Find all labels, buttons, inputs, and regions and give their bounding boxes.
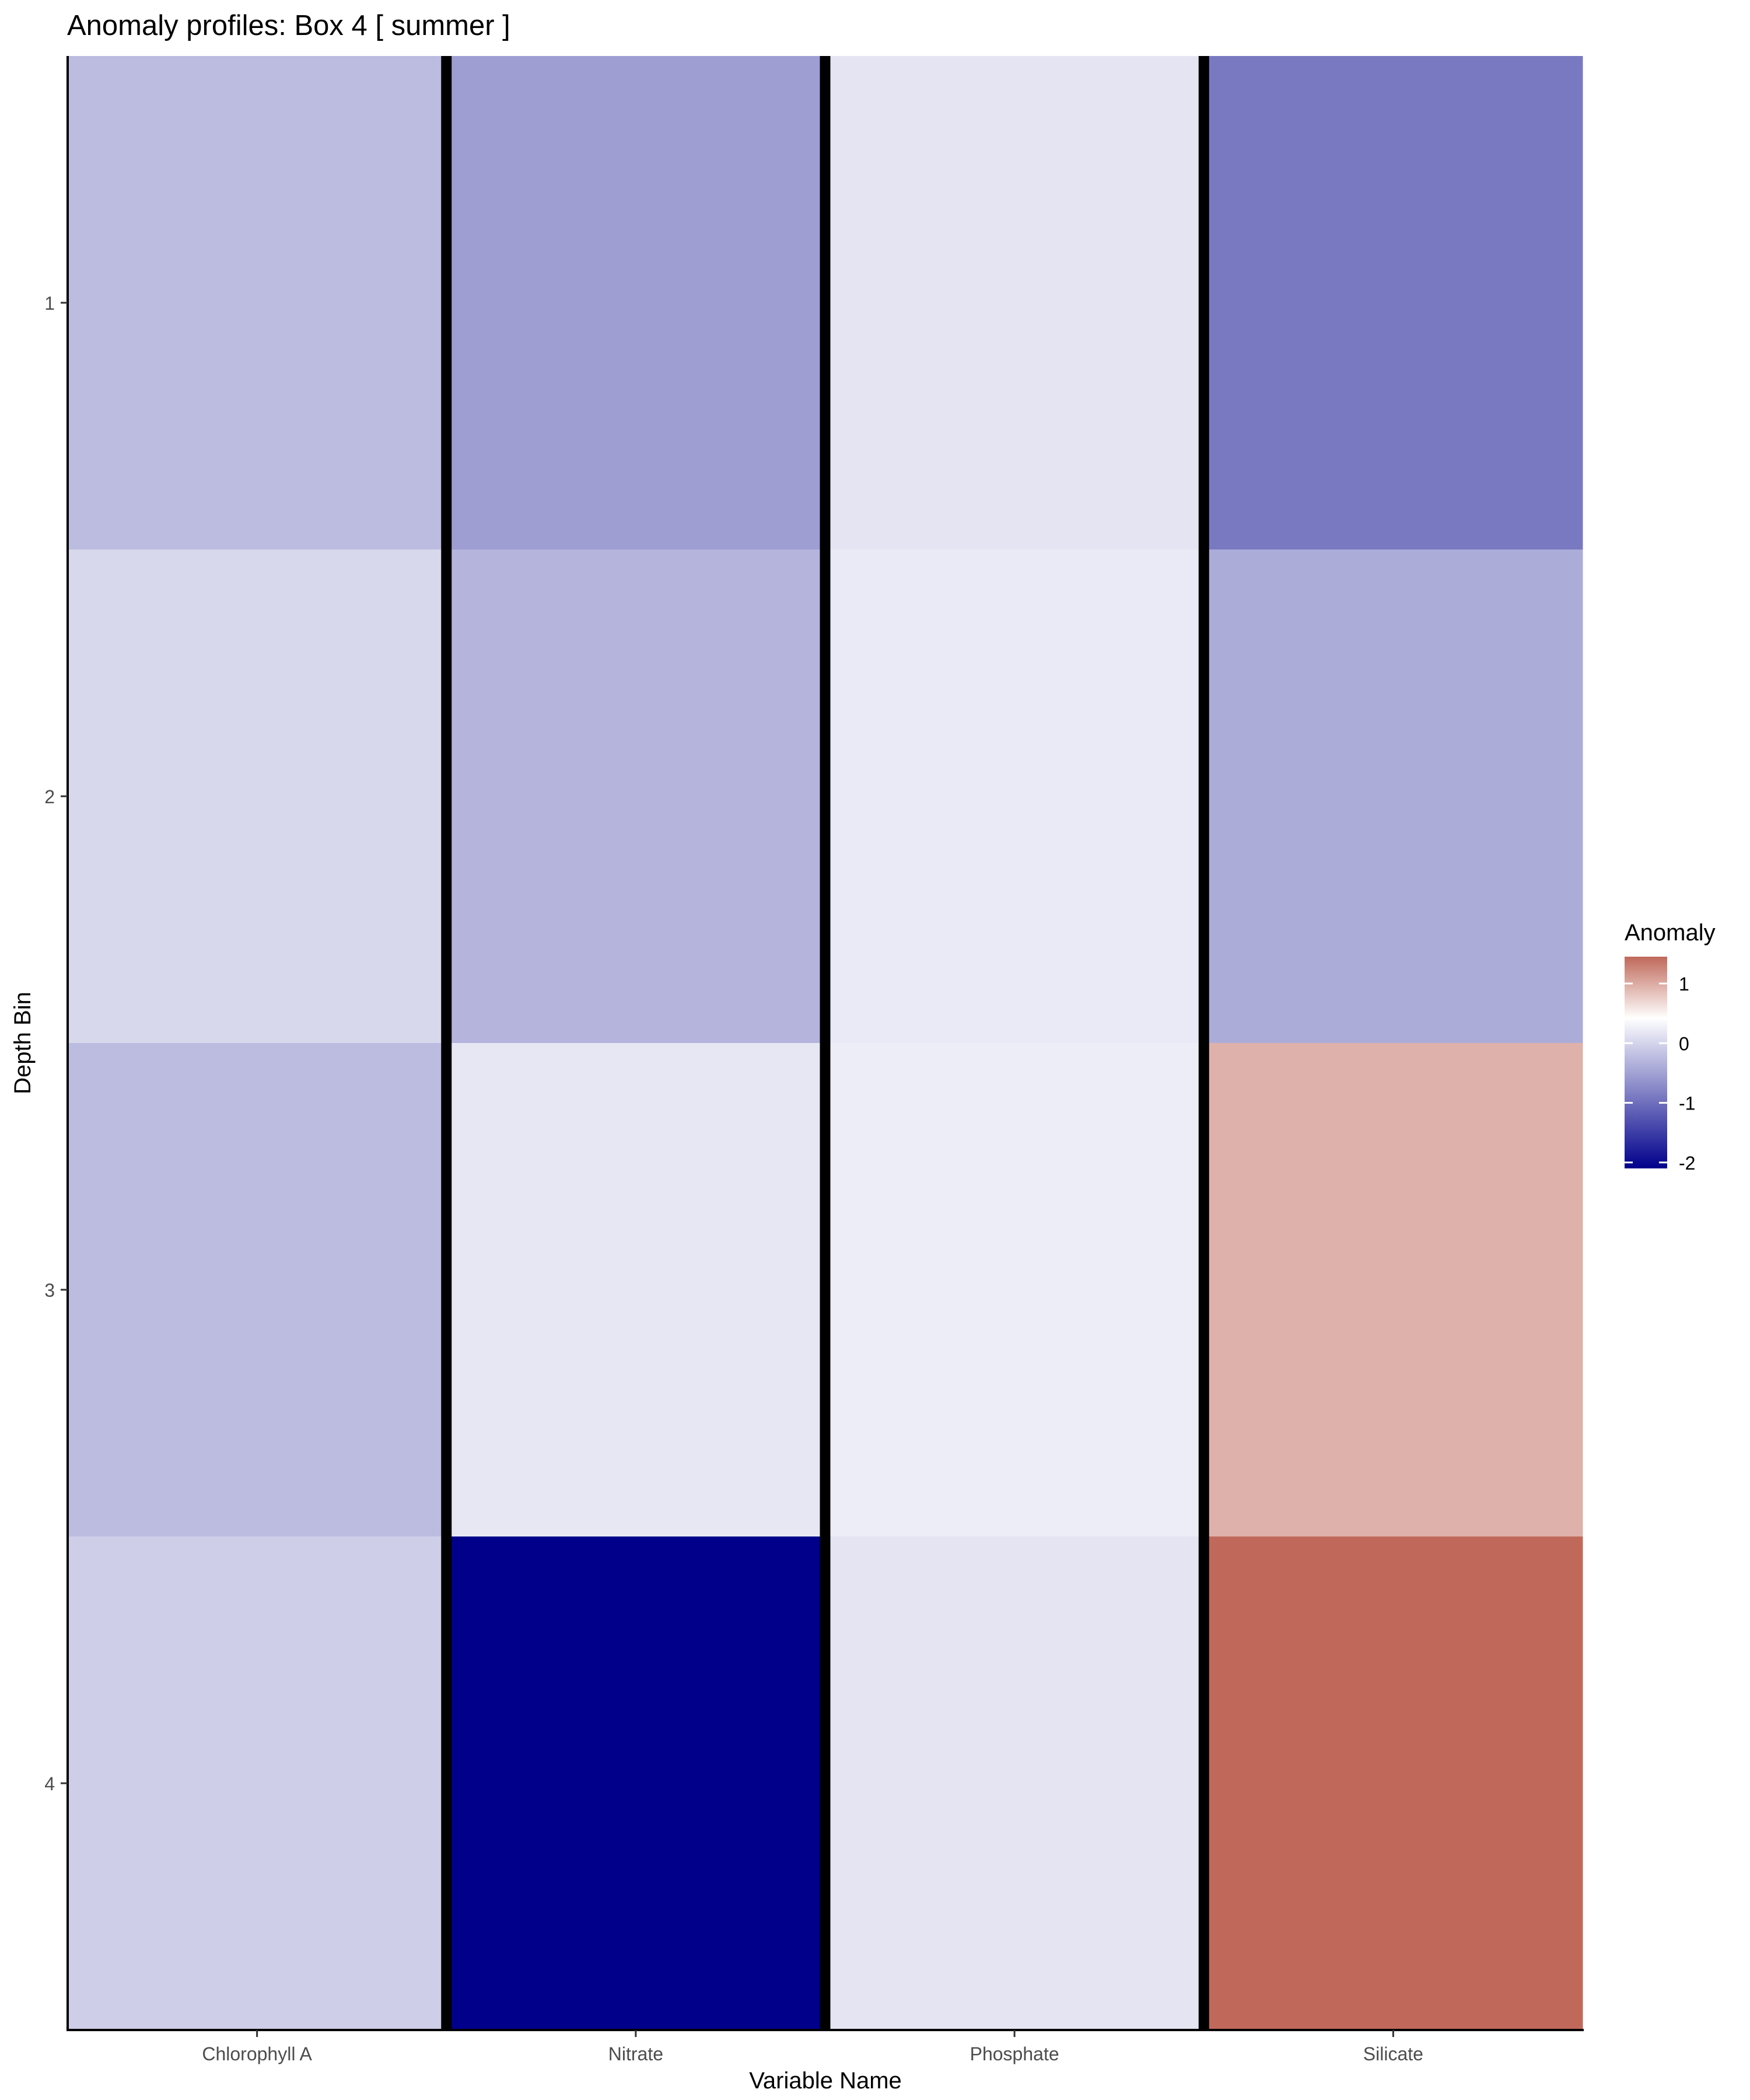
heatmap-cell	[825, 550, 1205, 1044]
heatmap-cell	[446, 1536, 825, 2031]
heatmap-cell	[68, 550, 447, 1044]
legend-title: Anomaly	[1625, 920, 1716, 946]
column-separators	[441, 56, 1209, 2030]
legend-ticks: 1 0 -1 -2	[1625, 974, 1695, 1174]
column-separator	[820, 56, 831, 2030]
x-axis-title: Variable Name	[749, 2068, 902, 2094]
heatmap-cell	[1203, 1043, 1583, 1537]
y-axis-title: Depth Bin	[10, 992, 36, 1094]
heatmap-cell	[1203, 56, 1583, 550]
y-tick-label: 3	[44, 1280, 55, 1301]
heatmap-cell	[68, 1043, 447, 1537]
x-tick-label: Nitrate	[608, 2043, 663, 2064]
heatmap-cell	[825, 1043, 1205, 1537]
heatmap-cell	[68, 1536, 447, 2031]
y-tick-label: 2	[44, 786, 55, 807]
heatmap-cell	[825, 56, 1205, 550]
x-tick-label: Chlorophyll A	[202, 2043, 312, 2064]
column-separator	[441, 56, 452, 2030]
legend-tick-label: -1	[1679, 1093, 1695, 1114]
heatmap-cell	[446, 56, 825, 550]
heatmap-cells	[68, 56, 1583, 2031]
heatmap-cell	[446, 550, 825, 1044]
heatmap-cell	[446, 1043, 825, 1537]
x-tick-label: Silicate	[1363, 2043, 1423, 2064]
y-axis-ticks: 1 2 3 4	[44, 293, 68, 1794]
y-tick-label: 1	[44, 293, 55, 314]
column-separator	[1198, 56, 1209, 2030]
legend-colorbar	[1625, 957, 1667, 1168]
legend-tick-label: 1	[1679, 974, 1689, 995]
heatmap-cell	[1203, 1536, 1583, 2031]
legend-tick-label: 0	[1679, 1033, 1689, 1054]
color-legend: Anomaly 1 0 -1 -2	[1625, 920, 1716, 1174]
chart-title: Anomaly profiles: Box 4 [ summer ]	[67, 10, 510, 41]
legend-tick-label: -2	[1679, 1153, 1695, 1174]
heatmap-cell	[825, 1536, 1205, 2031]
x-tick-label: Phosphate	[970, 2043, 1059, 2064]
x-axis-ticks: Chlorophyll A Nitrate Phosphate Silicate	[202, 2030, 1423, 2064]
heatmap-cell	[1203, 550, 1583, 1044]
heatmap-cell	[68, 56, 447, 550]
plot-axes	[66, 56, 1584, 2031]
y-tick-label: 4	[44, 1773, 55, 1794]
